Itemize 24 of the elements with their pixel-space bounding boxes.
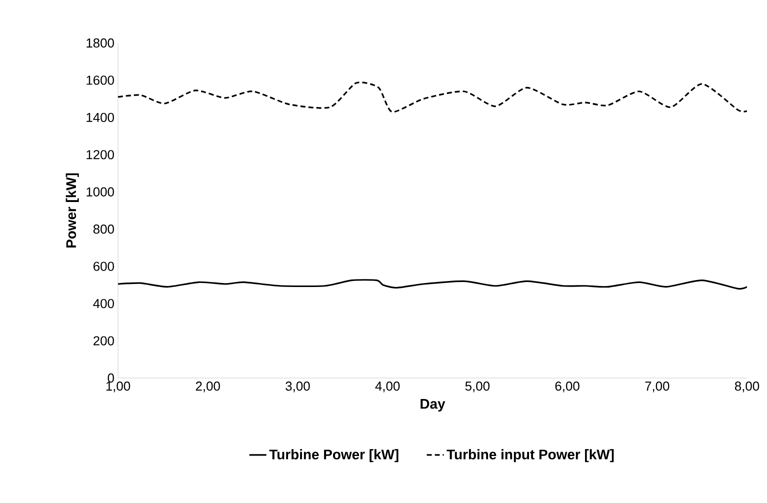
legend-label: Turbine Power [kW] — [269, 449, 398, 462]
line-series — [118, 279, 747, 290]
y-tick-label: 1000 — [86, 187, 114, 196]
line-series — [118, 82, 747, 113]
x-tick-label: 7,00 — [645, 382, 670, 392]
y-tick-label: 1600 — [86, 76, 114, 85]
y-tick-label: 200 — [94, 336, 114, 346]
x-tick-label: 6,00 — [555, 382, 580, 392]
x-tick-label: 8,00 — [734, 382, 760, 392]
y-tick-label: 800 — [93, 224, 114, 234]
y-tick-label: 1800 — [86, 38, 114, 48]
y-tick-label: 1400 — [86, 112, 114, 122]
x-tick-label: 4,00 — [375, 382, 400, 392]
legend-label: Turbine input Power [kW] — [446, 449, 614, 462]
x-tick-label: 1,00 — [106, 382, 130, 392]
y-tick-label: 0 — [108, 373, 114, 383]
x-tick-label: 3,00 — [286, 382, 310, 392]
x-tick-label: 2,00 — [196, 382, 220, 392]
x-axis-title: Day — [420, 399, 446, 412]
y-axis-title: Power [kW] — [66, 173, 79, 248]
y-tick-label: 400 — [93, 298, 114, 308]
x-tick-label: 5,00 — [465, 382, 490, 392]
y-tick-label: 1200 — [86, 150, 114, 160]
y-tick-label: 600 — [94, 262, 114, 271]
